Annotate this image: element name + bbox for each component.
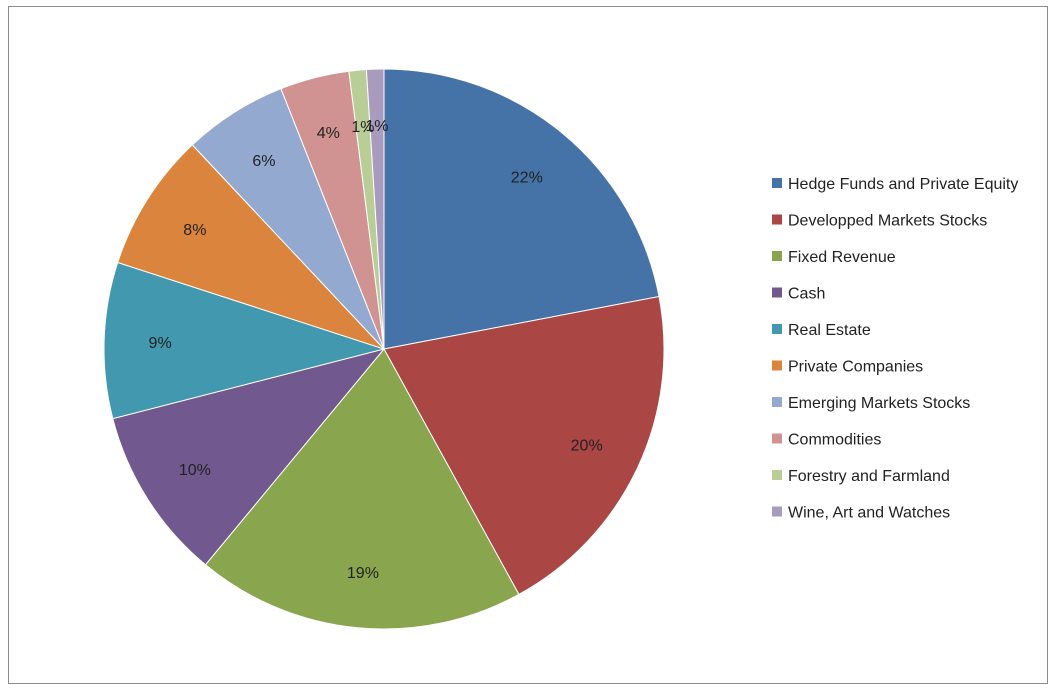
- slice-label-cash: 10%: [179, 462, 211, 479]
- legend-swatch-private-companies: [772, 360, 782, 371]
- slice-label-developped-markets-stocks: 20%: [571, 437, 603, 454]
- legend-swatch-real-estate: [772, 324, 782, 334]
- legend-swatch-fixed-revenue: [772, 251, 782, 261]
- pie-slice-fixed-revenue: [204, 348, 520, 630]
- legend-label-emerging-markets-stocks: Emerging Markets Stocks: [788, 395, 970, 412]
- pie-slice-developped-markets-stocks: [383, 295, 665, 596]
- legend-label-wine-art-and-watches: Wine, Art and Watches: [788, 505, 950, 522]
- pie-slices: [103, 68, 665, 630]
- slice-label-fixed-revenue: 19%: [347, 565, 379, 582]
- legend-label-hedge-funds-and-private-equity: Hedge Funds and Private Equity: [788, 176, 1018, 193]
- pie-slice-labels: 22% 20% 19% 10% 9% 8% 6% 4% 1%1%: [149, 118, 603, 582]
- legend-label-real-estate: Real Estate: [788, 322, 871, 339]
- legend-swatch-commodities: [772, 433, 782, 444]
- legend-label-developped-markets-stocks: Developped Markets Stocks: [788, 213, 987, 230]
- slice-label-private-companies: 8%: [183, 222, 206, 239]
- pie-slice-real-estate: [103, 261, 386, 420]
- legend-swatch-emerging-markets-stocks: [772, 397, 782, 407]
- legend-swatch-hedge-funds-and-private-equity: [772, 178, 782, 188]
- slice-label-emerging-markets-stocks: 6%: [252, 153, 275, 170]
- pie-slice-wine-art-and-watches: [365, 68, 385, 350]
- slice-label-real-estate: 9%: [149, 335, 172, 352]
- legend-swatch-forestry-and-farmland: [772, 470, 782, 480]
- slice-label-wine-art-and-watches: 1%: [365, 118, 388, 135]
- pie-slice-cash: [112, 348, 386, 566]
- pie-slice-hedge-funds-and-private-equity: [383, 68, 660, 350]
- slice-label-hedge-funds-and-private-equity: 22%: [511, 169, 543, 186]
- legend-label-cash: Cash: [788, 286, 825, 303]
- legend: Hedge Funds and Private Equity Developped…: [772, 176, 1018, 522]
- legend-swatch-cash: [772, 287, 782, 298]
- pie-slice-private-companies: [117, 144, 385, 350]
- legend-swatch-wine-art-and-watches: [772, 506, 782, 517]
- legend-label-commodities: Commodities: [788, 432, 881, 449]
- legend-label-private-companies: Private Companies: [788, 359, 923, 376]
- slice-label-commodities: 4%: [317, 125, 340, 142]
- legend-label-forestry-and-farmland: Forestry and Farmland: [788, 468, 950, 485]
- legend-label-fixed-revenue: Fixed Revenue: [788, 249, 896, 266]
- slice-label-forestry-and-farmland: 1%: [351, 119, 374, 136]
- legend-swatch-developped-markets-stocks: [772, 214, 782, 225]
